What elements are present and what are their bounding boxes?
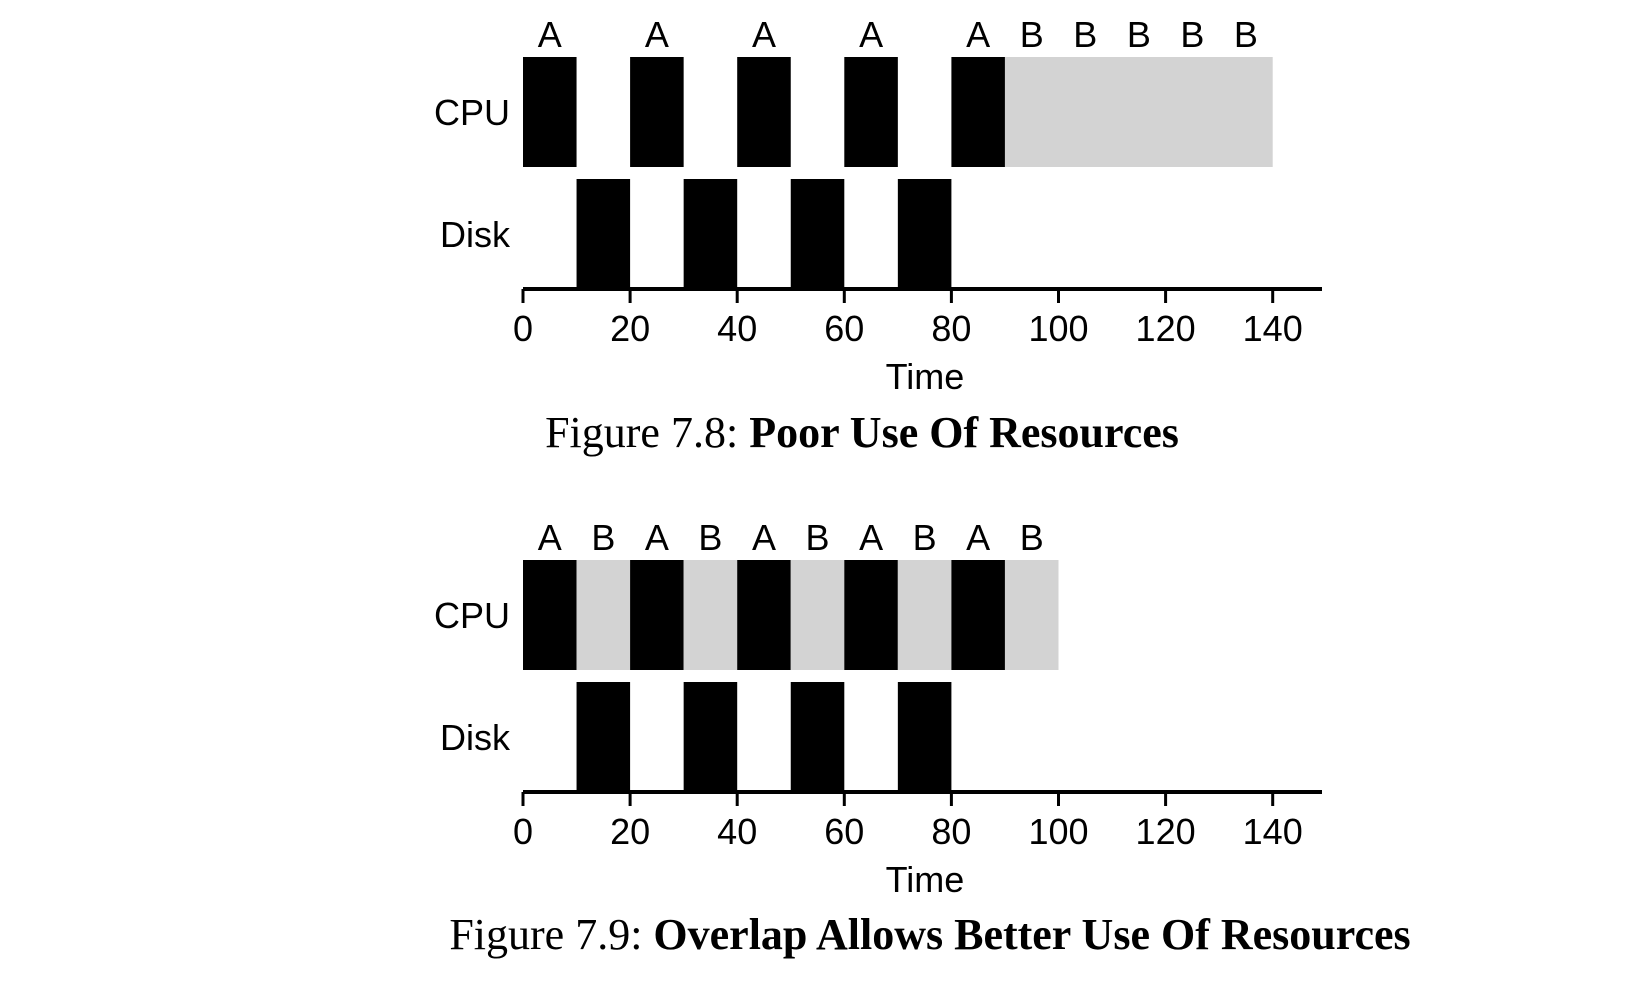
job-label: A (538, 14, 562, 55)
job-label: B (591, 517, 615, 558)
cpu-segment (844, 57, 898, 167)
job-label: B (1127, 14, 1151, 55)
cpu-segment (951, 57, 1005, 167)
x-tick-label: 60 (824, 811, 864, 852)
x-tick-label: 40 (717, 811, 757, 852)
job-label: B (806, 517, 830, 558)
disk-segment (683, 179, 738, 289)
x-tick-label: 20 (610, 308, 650, 349)
job-label: B (1073, 14, 1097, 55)
cpu-segment (630, 57, 684, 167)
caption-prefix: Figure 7.8: (545, 408, 749, 457)
job-label: B (1234, 14, 1258, 55)
row-label-disk: Disk (440, 214, 511, 255)
x-tick-label: 120 (1136, 811, 1196, 852)
job-label: A (645, 14, 669, 55)
figure-caption: Figure 7.8: Poor Use Of Resources (545, 408, 1179, 457)
job-label: A (538, 517, 562, 558)
job-label: A (859, 517, 883, 558)
x-tick-label: 140 (1243, 811, 1303, 852)
x-tick-label: 20 (610, 811, 650, 852)
disk-segment (683, 682, 738, 792)
cpu-segment (737, 57, 791, 167)
x-tick-label: 100 (1028, 308, 1088, 349)
cpu-segment (523, 560, 577, 670)
x-tick-label: 40 (717, 308, 757, 349)
disk-segment (790, 179, 845, 289)
job-label: B (1020, 14, 1044, 55)
x-tick-label: 60 (824, 308, 864, 349)
job-label: A (859, 14, 883, 55)
cpu-segment (1004, 57, 1273, 167)
job-label: A (966, 517, 990, 558)
x-tick-label: 140 (1243, 308, 1303, 349)
x-tick-label: 0 (513, 811, 533, 852)
job-label: B (1020, 517, 1044, 558)
caption-title: Overlap Allows Better Use Of Resources (653, 910, 1410, 959)
row-label-cpu: CPU (434, 595, 510, 636)
job-label: A (752, 14, 776, 55)
disk-segment (897, 682, 952, 792)
cpu-segment (630, 560, 684, 670)
x-tick-label: 100 (1028, 811, 1088, 852)
figure-caption: Figure 7.9: Overlap Allows Better Use Of… (449, 910, 1410, 959)
job-label: B (698, 517, 722, 558)
row-label-cpu: CPU (434, 92, 510, 133)
disk-segment (897, 179, 952, 289)
cpu-segment (790, 560, 845, 670)
job-label: A (645, 517, 669, 558)
x-axis-title: Time (886, 356, 965, 397)
cpu-segment (1004, 560, 1059, 670)
cpu-segment (683, 560, 738, 670)
x-tick-label: 80 (931, 308, 971, 349)
cpu-segment (576, 560, 631, 670)
cpu-segment (897, 560, 952, 670)
job-label: B (913, 517, 937, 558)
cpu-segment (523, 57, 577, 167)
job-label: B (1180, 14, 1204, 55)
disk-segment (790, 682, 845, 792)
job-label: A (752, 517, 776, 558)
job-label: A (966, 14, 990, 55)
disk-segment (576, 179, 631, 289)
x-tick-label: 80 (931, 811, 971, 852)
cpu-segment (737, 560, 791, 670)
row-label-disk: Disk (440, 717, 511, 758)
x-tick-label: 120 (1136, 308, 1196, 349)
caption-prefix: Figure 7.9: (449, 910, 653, 959)
cpu-segment (844, 560, 898, 670)
cpu-segment (951, 560, 1005, 670)
x-tick-label: 0 (513, 308, 533, 349)
x-axis-title: Time (886, 859, 965, 900)
disk-segment (576, 682, 631, 792)
caption-title: Poor Use Of Resources (749, 408, 1179, 457)
